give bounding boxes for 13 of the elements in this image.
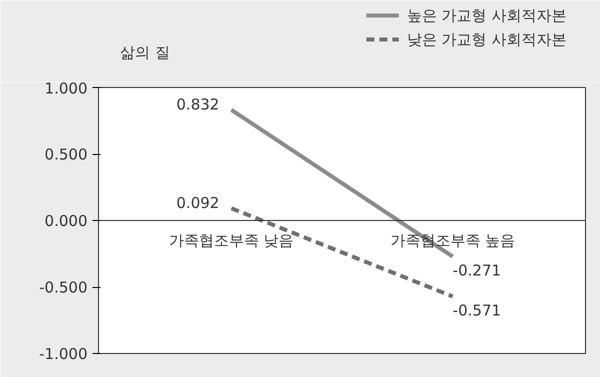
y-tick-label: -1.000 xyxy=(39,345,88,363)
y-tick-label: 1.000 xyxy=(44,80,88,98)
legend-label: 낮은 가교형 사회적자본 xyxy=(406,30,566,48)
y-tick-label: 0.500 xyxy=(44,146,88,164)
legend-label: 높은 가교형 사회적자본 xyxy=(406,6,566,24)
data-label: -0.271 xyxy=(452,262,502,280)
y-tick-label: 0.000 xyxy=(44,212,88,230)
data-label: 0.092 xyxy=(176,194,220,212)
x-tick-label: 가족협조부족 낮음 xyxy=(168,232,294,250)
data-label: -0.571 xyxy=(452,301,502,320)
data-label: 0.832 xyxy=(176,95,220,114)
y-tick-label: -0.500 xyxy=(39,278,88,296)
y-axis-title: 삶의 질 xyxy=(120,44,170,62)
